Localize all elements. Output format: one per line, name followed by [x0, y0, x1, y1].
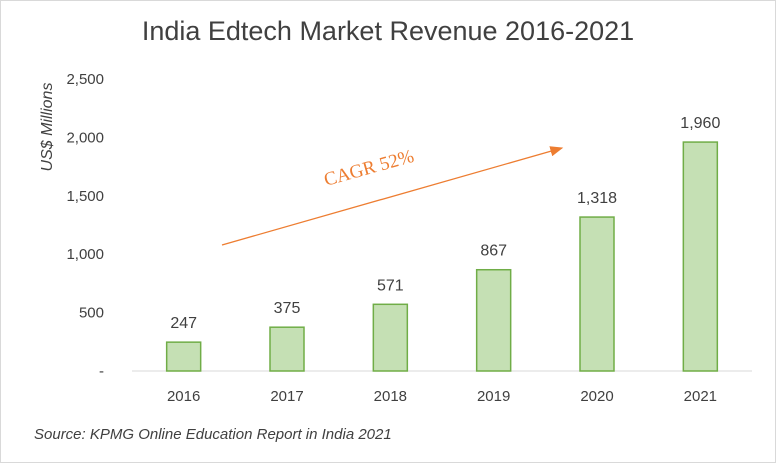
data-label: 867	[480, 243, 507, 260]
bar-2017	[269, 326, 305, 372]
bar-2018	[372, 303, 409, 372]
bar-2019	[475, 268, 512, 372]
bar-2020	[579, 216, 615, 372]
x-tick-label: 2019	[477, 388, 510, 405]
y-tick-label: 1,500	[66, 188, 104, 205]
y-tick-label: -	[99, 363, 104, 380]
cagr-arrow	[221, 146, 564, 246]
x-tick-label: 2016	[167, 388, 200, 405]
data-label: 1,960	[680, 115, 720, 132]
data-label: 571	[377, 277, 404, 294]
data-label: 247	[170, 315, 197, 332]
y-tick-label: 500	[79, 305, 104, 322]
x-tick-label: 2021	[684, 388, 717, 405]
chart-title: India Edtech Market Revenue 2016-2021	[141, 16, 635, 46]
y-tick-label: 1,000	[66, 246, 104, 263]
data-label: 375	[274, 300, 301, 317]
x-tick-label: 2020	[580, 388, 613, 405]
data-label: 1,318	[577, 190, 617, 207]
cagr-annotation: CAGR 52%	[322, 146, 417, 191]
y-tick-label: 2,500	[66, 71, 104, 88]
bar-2016	[165, 341, 202, 372]
source-note: Source: KPMG Online Education Report in …	[34, 426, 392, 443]
y-tick-label: 2,000	[66, 129, 104, 146]
x-tick-label: 2018	[374, 388, 407, 405]
y-axis-label: US$ Millions	[39, 83, 56, 172]
x-tick-label: 2017	[270, 388, 303, 405]
bar-2021	[682, 141, 719, 372]
